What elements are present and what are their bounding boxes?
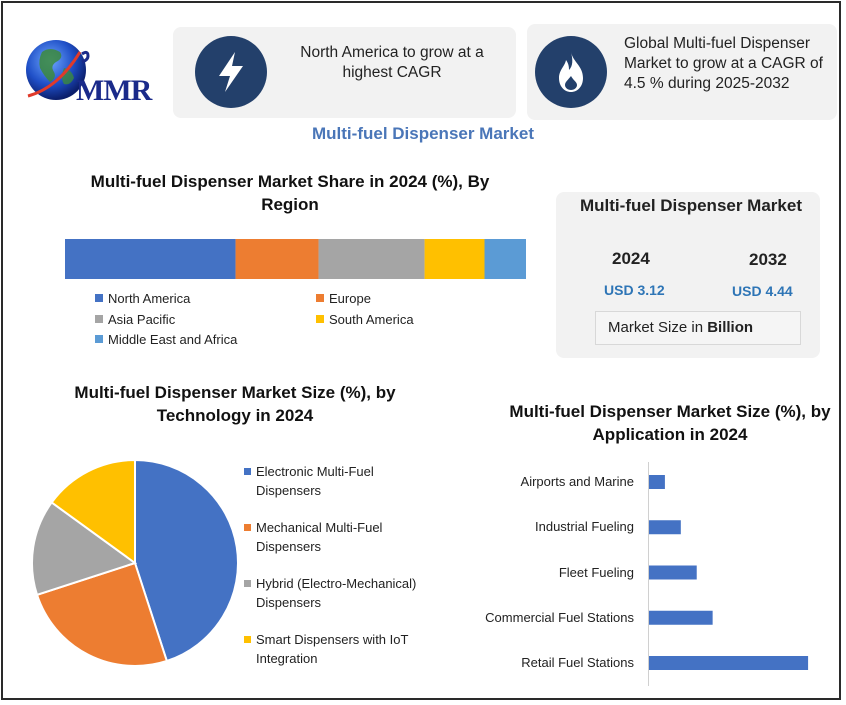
technology-legend-smart-dispensers-with-iot-integration: Smart Dispensers with IoT Integration <box>244 630 436 668</box>
application-label-airports-and-marine: Airports and Marine <box>520 474 634 489</box>
region-chart-title: Multi-fuel Dispenser Market Share in 202… <box>90 172 490 214</box>
main-title: Multi-fuel Dispenser Market <box>312 124 534 143</box>
technology-legend-mechanical-multi-fuel-dispensers: Mechanical Multi-Fuel Dispensers <box>244 518 436 556</box>
market-year-2032: 2032 <box>749 250 787 269</box>
globe-icon <box>26 40 90 100</box>
legend-swatch <box>95 315 103 323</box>
region-legend-asia-pacific: Asia Pacific <box>95 312 175 327</box>
legend-label: North America <box>108 291 191 306</box>
market-size-label: Market Size in Billion <box>595 311 801 345</box>
region-segment-north-america <box>65 239 236 279</box>
application-chart-title: Multi-fuel Dispenser Market Size (%), by… <box>509 402 831 444</box>
application-bar-industrial-fueling <box>649 520 681 535</box>
region-stacked-bar <box>65 239 526 279</box>
application-label-commercial-fuel-stations: Commercial Fuel Stations <box>485 609 634 625</box>
pie-slice-hybrid-electro-mechanical-dispensers <box>31 501 138 597</box>
application-bar-airports-and-marine <box>649 475 665 489</box>
region-segment-europe <box>235 239 319 279</box>
application-label-retail-fuel-stations: Retail Fuel Stations <box>521 655 634 670</box>
application-bar-commercial-fuel-stations <box>649 610 713 625</box>
region-legend-europe: Europe <box>316 291 371 306</box>
application-bar-fleet-fueling <box>649 565 697 580</box>
region-segment-asia-pacific <box>318 239 425 279</box>
legend-label: Europe <box>329 291 371 306</box>
highlight-card-1: North America to grow at a highest CAGR <box>173 27 516 118</box>
legend-swatch <box>244 468 251 475</box>
technology-legend-electronic-multi-fuel-dispensers: Electronic Multi-Fuel Dispensers <box>244 462 436 500</box>
market-size-prefix: Market Size in <box>608 319 708 336</box>
highlight-card-2: Global Multi-fuel Dispenser Market to gr… <box>527 24 837 120</box>
technology-legend-hybrid-electro-mechanical-dispensers: Hybrid (Electro-Mechanical) Dispensers <box>244 574 436 612</box>
pie-slice-smart-dispensers-with-iot-integration <box>50 460 136 565</box>
lightning-bolt-icon <box>195 36 267 108</box>
region-legend-south-america: South America <box>316 312 414 327</box>
legend-label: Asia Pacific <box>108 312 176 327</box>
legend-swatch <box>316 294 324 302</box>
legend-swatch <box>244 524 251 531</box>
technology-pie-chart <box>31 460 239 667</box>
highlight-text-1: North America to grow at a highest CAGR <box>300 44 484 81</box>
market-box-title: Multi-fuel Dispenser Market <box>580 196 802 215</box>
application-bar-chart <box>648 462 809 686</box>
legend-label: Middle East and Africa <box>108 332 238 347</box>
market-value-2032: USD 4.44 <box>732 283 793 299</box>
logo-text: MMR <box>76 74 152 107</box>
region-legend-middle-east-and-africa: Middle East and Africa <box>95 332 237 347</box>
legend-swatch <box>244 636 251 643</box>
application-label-industrial-fueling: Industrial Fueling <box>535 519 634 535</box>
region-legend-north-america: North America <box>95 291 190 306</box>
legend-swatch <box>244 580 251 587</box>
application-label-fleet-fueling: Fleet Fueling <box>558 564 634 580</box>
market-value-2024: USD 3.12 <box>604 282 665 298</box>
mmr-logo: MMR <box>22 36 162 110</box>
region-segment-south-america <box>424 239 485 279</box>
highlight-text-2: Global Multi-fuel Dispenser Market to gr… <box>624 35 823 92</box>
legend-label: Hybrid (Electro-Mechanical) Dispensers <box>256 576 417 610</box>
technology-chart-title: Multi-fuel Dispenser Market Size (%), by… <box>74 383 396 425</box>
pie-slice-mechanical-multi-fuel-dispensers <box>35 561 169 667</box>
legend-swatch <box>95 335 103 343</box>
region-segment-middle-east-and-africa <box>484 239 526 279</box>
flame-icon <box>535 36 607 108</box>
legend-label: Smart Dispensers with IoT Integration <box>256 632 409 666</box>
legend-label: Electronic Multi-Fuel Dispensers <box>256 464 374 498</box>
application-bar-retail-fuel-stations <box>649 656 809 670</box>
legend-swatch <box>95 294 103 302</box>
market-size-unit: Billion <box>707 319 754 336</box>
legend-label: South America <box>329 312 414 327</box>
legend-swatch <box>316 315 324 323</box>
market-size-box: Multi-fuel Dispenser Market 2024 USD 3.1… <box>556 192 820 358</box>
legend-label: Mechanical Multi-Fuel Dispensers <box>256 520 383 554</box>
pie-slice-electronic-multi-fuel-dispensers <box>134 460 239 663</box>
market-year-2024: 2024 <box>612 249 650 268</box>
